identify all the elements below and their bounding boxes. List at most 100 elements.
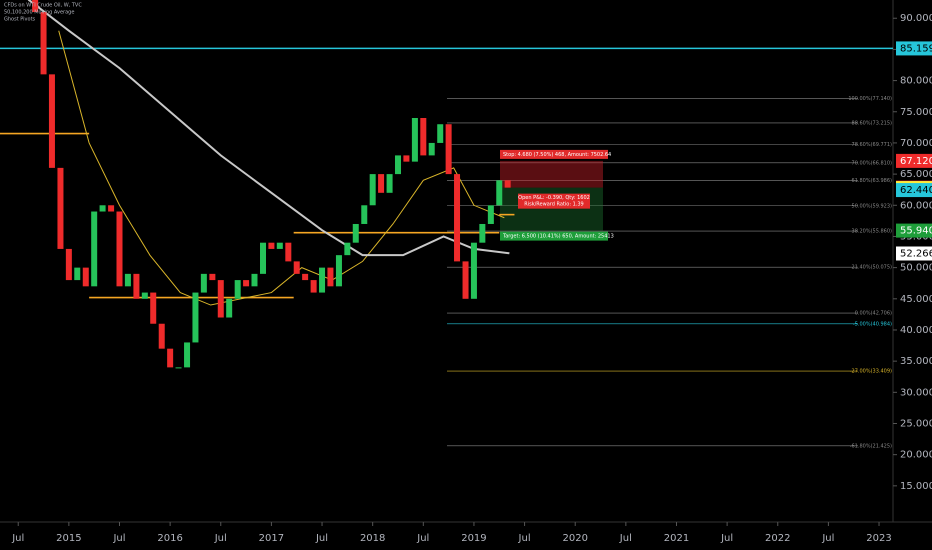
x-tick-label: 2016 (157, 533, 182, 544)
candle (65, 248, 72, 281)
candle (293, 261, 300, 274)
x-tick-label: Jul (112, 533, 125, 544)
candle (487, 205, 494, 224)
candle (479, 223, 486, 243)
candle (48, 74, 55, 168)
candle (285, 242, 292, 262)
candle (462, 261, 469, 299)
candle (411, 117, 418, 162)
x-tick-label: Jul (518, 533, 531, 544)
candle (226, 298, 233, 318)
fib-label: 61.80%(63.986) (852, 178, 893, 184)
fib-label: -27.00%(33.409) (850, 369, 892, 375)
fib-label: 38.20%(55.860) (852, 229, 893, 235)
price-label-bg (896, 41, 932, 56)
price-label: 62.440 (900, 185, 932, 196)
y-tick-label: 75.000 (900, 107, 932, 118)
candle (437, 124, 444, 143)
candle (319, 267, 326, 293)
x-tick-label: 2020 (562, 533, 587, 544)
x-tick-label: Jul (619, 533, 632, 544)
legend-text: CFDs on WTI Crude Oil, W, TVC (4, 3, 82, 9)
candle (133, 273, 140, 299)
stop-label: Stop: 4.680 (7.50%) 468, Amount: 7502.64 (503, 152, 611, 158)
candle (302, 273, 309, 281)
price-label: 85.159 (900, 43, 932, 54)
y-tick-label: 25.000 (900, 418, 932, 429)
candle (454, 174, 461, 262)
candle (335, 255, 342, 287)
candle (259, 242, 266, 274)
y-tick-label: 65.000 (900, 169, 932, 180)
candle (445, 124, 452, 175)
price-label: 55.940 (900, 226, 932, 237)
fib-label: -5.00%(40.984) (853, 321, 892, 327)
candle (470, 242, 477, 299)
candle (184, 342, 191, 368)
legend-text: Ghost Pivots (4, 17, 36, 23)
x-tick-label: Jul (821, 533, 834, 544)
price-label-bg (896, 246, 932, 261)
y-tick-label: 60.000 (900, 200, 932, 211)
pnl-label: Open P&L: -0.390, Qty: 1602 (518, 195, 590, 201)
candle (192, 292, 199, 343)
candle (496, 180, 503, 206)
candle (403, 155, 410, 162)
candle (352, 223, 359, 243)
legend-text: 50,100,200 Moving Average (4, 10, 74, 16)
candle (369, 174, 376, 206)
candle (99, 205, 106, 212)
fib-label: 21.40%(50.075) (852, 265, 893, 271)
candle (116, 211, 123, 287)
candle (150, 292, 157, 324)
rr-label: Risk/Reward Ratio: 1.39 (524, 202, 584, 208)
candle (386, 174, 393, 193)
fib-label: 100.00%(77.140) (848, 96, 892, 102)
x-tick-label: 2015 (56, 533, 81, 544)
candle (394, 155, 401, 175)
candle (344, 242, 351, 256)
candle (428, 142, 435, 156)
target-label: Target: 6.500 (10.41%) 650, Amount: 2541… (502, 234, 614, 240)
fib-label: 0.00%(42.706) (855, 311, 892, 317)
y-tick-label: 35.000 (900, 356, 932, 367)
candle (217, 280, 224, 318)
candle (158, 323, 165, 349)
x-tick-label: Jul (720, 533, 733, 544)
axes: 15.000 20.000 25.000 30.000 35.000 40.000 45.0… (11, 13, 932, 544)
candle (200, 273, 207, 293)
price-label: 52.266 (900, 248, 932, 259)
fib-label: 78.60%(69.771) (852, 142, 893, 148)
pnl-bg (518, 193, 590, 209)
moving-average (27, 0, 510, 257)
stop-label-bg (500, 149, 608, 159)
x-tick-label: 2022 (765, 533, 790, 544)
candle (420, 117, 427, 156)
candle (234, 280, 241, 299)
y-tick-label: 30.000 (900, 387, 932, 398)
candle (40, 12, 47, 75)
candle (378, 174, 385, 193)
fib-label: 70.00%(66.810) (852, 160, 893, 166)
x-tick-label: 2023 (866, 533, 891, 544)
y-tick-label: 20.000 (900, 450, 932, 461)
fib-label: -61.80%(21.425) (850, 443, 892, 449)
candle (209, 273, 216, 281)
candle (167, 348, 174, 368)
x-tick-label: Jul (315, 533, 328, 544)
y-tick-label: 50.000 (900, 263, 932, 274)
candle (268, 242, 275, 249)
price-label-bg (896, 223, 932, 238)
x-tick-label: 2018 (360, 533, 385, 544)
price-label: 67.120 (900, 156, 932, 167)
x-tick-label: Jul (416, 533, 429, 544)
stop-zone (500, 160, 603, 188)
candle (243, 280, 250, 287)
x-tick-label: 2021 (664, 533, 689, 544)
candle (108, 205, 115, 212)
candle (361, 205, 368, 224)
y-tick-label: 45.000 (900, 294, 932, 305)
candle (32, 0, 39, 13)
moving-average (58, 30, 505, 306)
